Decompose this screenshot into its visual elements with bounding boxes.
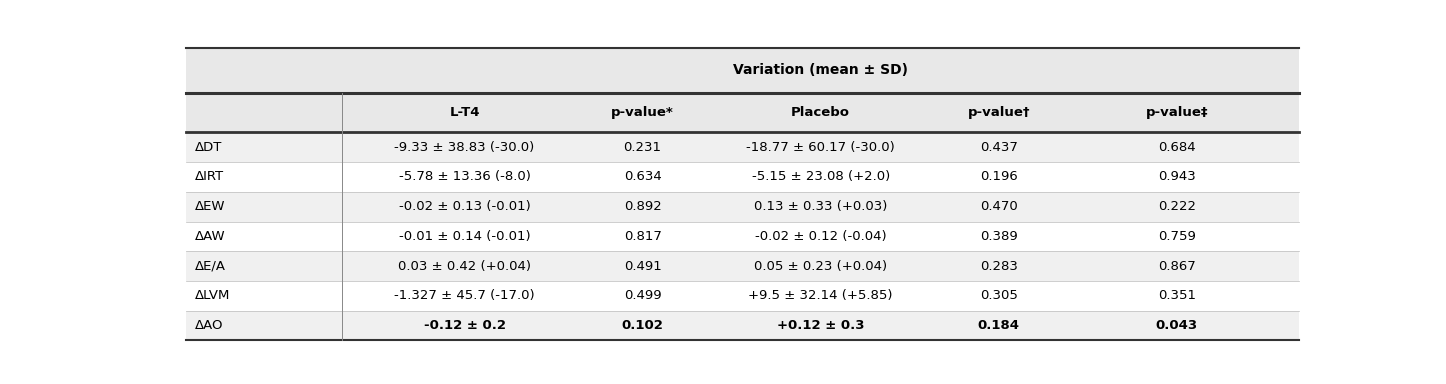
Text: +0.12 ± 0.3: +0.12 ± 0.3 [777, 319, 865, 332]
Text: 0.867: 0.867 [1158, 260, 1196, 273]
Text: ΔIRT: ΔIRT [195, 170, 224, 184]
Text: 0.892: 0.892 [623, 200, 661, 213]
Text: ΔEW: ΔEW [195, 200, 226, 213]
Text: -0.02 ± 0.13 (-0.01): -0.02 ± 0.13 (-0.01) [399, 200, 531, 213]
Text: ΔAO: ΔAO [195, 319, 224, 332]
Text: 0.222: 0.222 [1158, 200, 1196, 213]
Text: -5.15 ± 23.08 (+2.0): -5.15 ± 23.08 (+2.0) [752, 170, 889, 184]
Text: -5.78 ± 13.36 (-8.0): -5.78 ± 13.36 (-8.0) [399, 170, 531, 184]
Text: 0.05 ± 0.23 (+0.04): 0.05 ± 0.23 (+0.04) [755, 260, 888, 273]
Bar [187, 132, 1299, 162]
Text: 0.943: 0.943 [1158, 170, 1196, 184]
Text: -0.02 ± 0.12 (-0.04): -0.02 ± 0.12 (-0.04) [755, 230, 886, 243]
Text: p-value†: p-value† [967, 106, 1030, 119]
Text: 0.389: 0.389 [980, 230, 1018, 243]
Text: -0.01 ± 0.14 (-0.01): -0.01 ± 0.14 (-0.01) [399, 230, 531, 243]
Text: 0.043: 0.043 [1155, 319, 1197, 332]
Text: Variation (mean ± SD): Variation (mean ± SD) [733, 63, 908, 77]
Text: 0.03 ± 0.42 (+0.04): 0.03 ± 0.42 (+0.04) [398, 260, 531, 273]
Text: 0.817: 0.817 [623, 230, 661, 243]
Text: p-value*: p-value* [612, 106, 674, 119]
Text: 0.499: 0.499 [623, 289, 661, 302]
Text: 0.13 ± 0.33 (+0.03): 0.13 ± 0.33 (+0.03) [753, 200, 888, 213]
Bar [187, 281, 1299, 311]
Text: 0.759: 0.759 [1158, 230, 1196, 243]
Text: -9.33 ± 38.83 (-30.0): -9.33 ± 38.83 (-30.0) [395, 141, 535, 154]
Text: ΔAW: ΔAW [195, 230, 226, 243]
Text: 0.634: 0.634 [623, 170, 661, 184]
Text: +9.5 ± 32.14 (+5.85): +9.5 ± 32.14 (+5.85) [749, 289, 892, 302]
Bar [187, 192, 1299, 222]
Text: 0.283: 0.283 [980, 260, 1018, 273]
Text: 0.305: 0.305 [980, 289, 1018, 302]
Bar [187, 162, 1299, 192]
Text: 0.684: 0.684 [1158, 141, 1196, 154]
Text: 0.491: 0.491 [623, 260, 661, 273]
Text: Placebo: Placebo [791, 106, 850, 119]
Text: ΔE/A: ΔE/A [195, 260, 227, 273]
Text: L-T4: L-T4 [450, 106, 480, 119]
Text: 0.102: 0.102 [622, 319, 664, 332]
Text: 0.470: 0.470 [980, 200, 1018, 213]
Bar [187, 311, 1299, 340]
Text: 0.437: 0.437 [980, 141, 1018, 154]
Bar [187, 48, 1299, 93]
Bar [187, 93, 1299, 132]
Text: -0.12 ± 0.2: -0.12 ± 0.2 [424, 319, 506, 332]
Text: -18.77 ± 60.17 (-30.0): -18.77 ± 60.17 (-30.0) [746, 141, 895, 154]
Text: ΔDT: ΔDT [195, 141, 223, 154]
Text: ΔLVM: ΔLVM [195, 289, 231, 302]
Bar [187, 222, 1299, 251]
Text: -1.327 ± 45.7 (-17.0): -1.327 ± 45.7 (-17.0) [395, 289, 535, 302]
Text: 0.351: 0.351 [1158, 289, 1196, 302]
Bar [187, 251, 1299, 281]
Text: 0.184: 0.184 [977, 319, 1019, 332]
Text: 0.196: 0.196 [980, 170, 1018, 184]
Text: p-value‡: p-value‡ [1145, 106, 1207, 119]
Text: 0.231: 0.231 [623, 141, 662, 154]
